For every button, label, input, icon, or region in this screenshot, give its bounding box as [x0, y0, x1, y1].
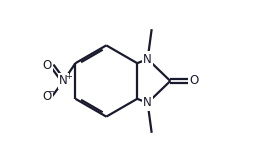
Text: N: N: [59, 75, 68, 87]
Text: N: N: [143, 53, 152, 66]
Text: N: N: [143, 96, 152, 109]
Text: O: O: [43, 59, 52, 72]
Text: O: O: [189, 75, 198, 87]
Text: +: +: [65, 72, 72, 81]
Text: O: O: [43, 90, 52, 103]
Text: −: −: [47, 87, 54, 96]
